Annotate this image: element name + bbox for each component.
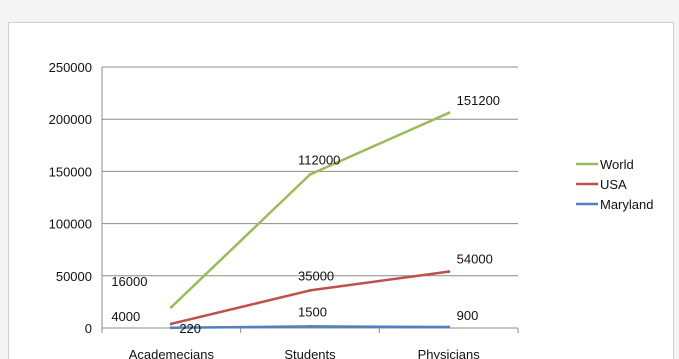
data-point-maryland-0 [169, 326, 173, 330]
data-label-usa-0: 4000 [111, 309, 140, 324]
y-tick-label-2: 100000 [49, 217, 92, 232]
axes: 0 50000 100000 150000 200000 250000 Academecia… [49, 60, 519, 359]
data-point-world-2 [447, 111, 451, 115]
data-label-world-2: 151200 [457, 93, 500, 108]
y-tick-label-1: 50000 [56, 269, 92, 284]
data-label-usa-1: 35000 [298, 268, 334, 283]
y-tick-label-0: 0 [85, 321, 92, 336]
y-tick-label-3: 150000 [49, 164, 92, 179]
legend-entry-world: World [600, 157, 634, 172]
data-point-usa-2 [447, 270, 451, 274]
data-point-usa-1 [308, 288, 312, 292]
data-label-maryland-0: 220 [179, 321, 201, 336]
gridlines [102, 66, 518, 277]
legend-entry-usa: USA [600, 177, 627, 192]
data-point-world-1 [308, 173, 312, 177]
data-label-maryland-1: 1500 [298, 304, 327, 319]
x-tick-label-2: Physicians [418, 347, 481, 359]
series-lines [169, 111, 451, 330]
y-tick-label-5: 250000 [49, 60, 92, 75]
data-label-usa-2: 54000 [457, 252, 493, 267]
data-point-usa-0 [169, 322, 173, 326]
data-label-world-0: 16000 [111, 274, 147, 289]
data-labels: 16000 112000 151200 4000 35000 54000 220 1500 90… [111, 93, 500, 336]
data-label-world-1: 112000 [298, 153, 340, 168]
data-point-world-0 [169, 305, 173, 309]
x-tick-label-1: Students [284, 347, 336, 359]
data-point-maryland-2 [447, 325, 451, 329]
chart-area [8, 22, 674, 359]
data-label-maryland-2: 900 [457, 308, 479, 323]
data-point-maryland-1 [308, 324, 312, 328]
legend: World USA Maryland [576, 157, 653, 212]
legend-entry-maryland: Maryland [600, 197, 653, 212]
x-tick-label-0: Academecians [129, 347, 215, 359]
y-tick-label-4: 200000 [49, 112, 92, 127]
